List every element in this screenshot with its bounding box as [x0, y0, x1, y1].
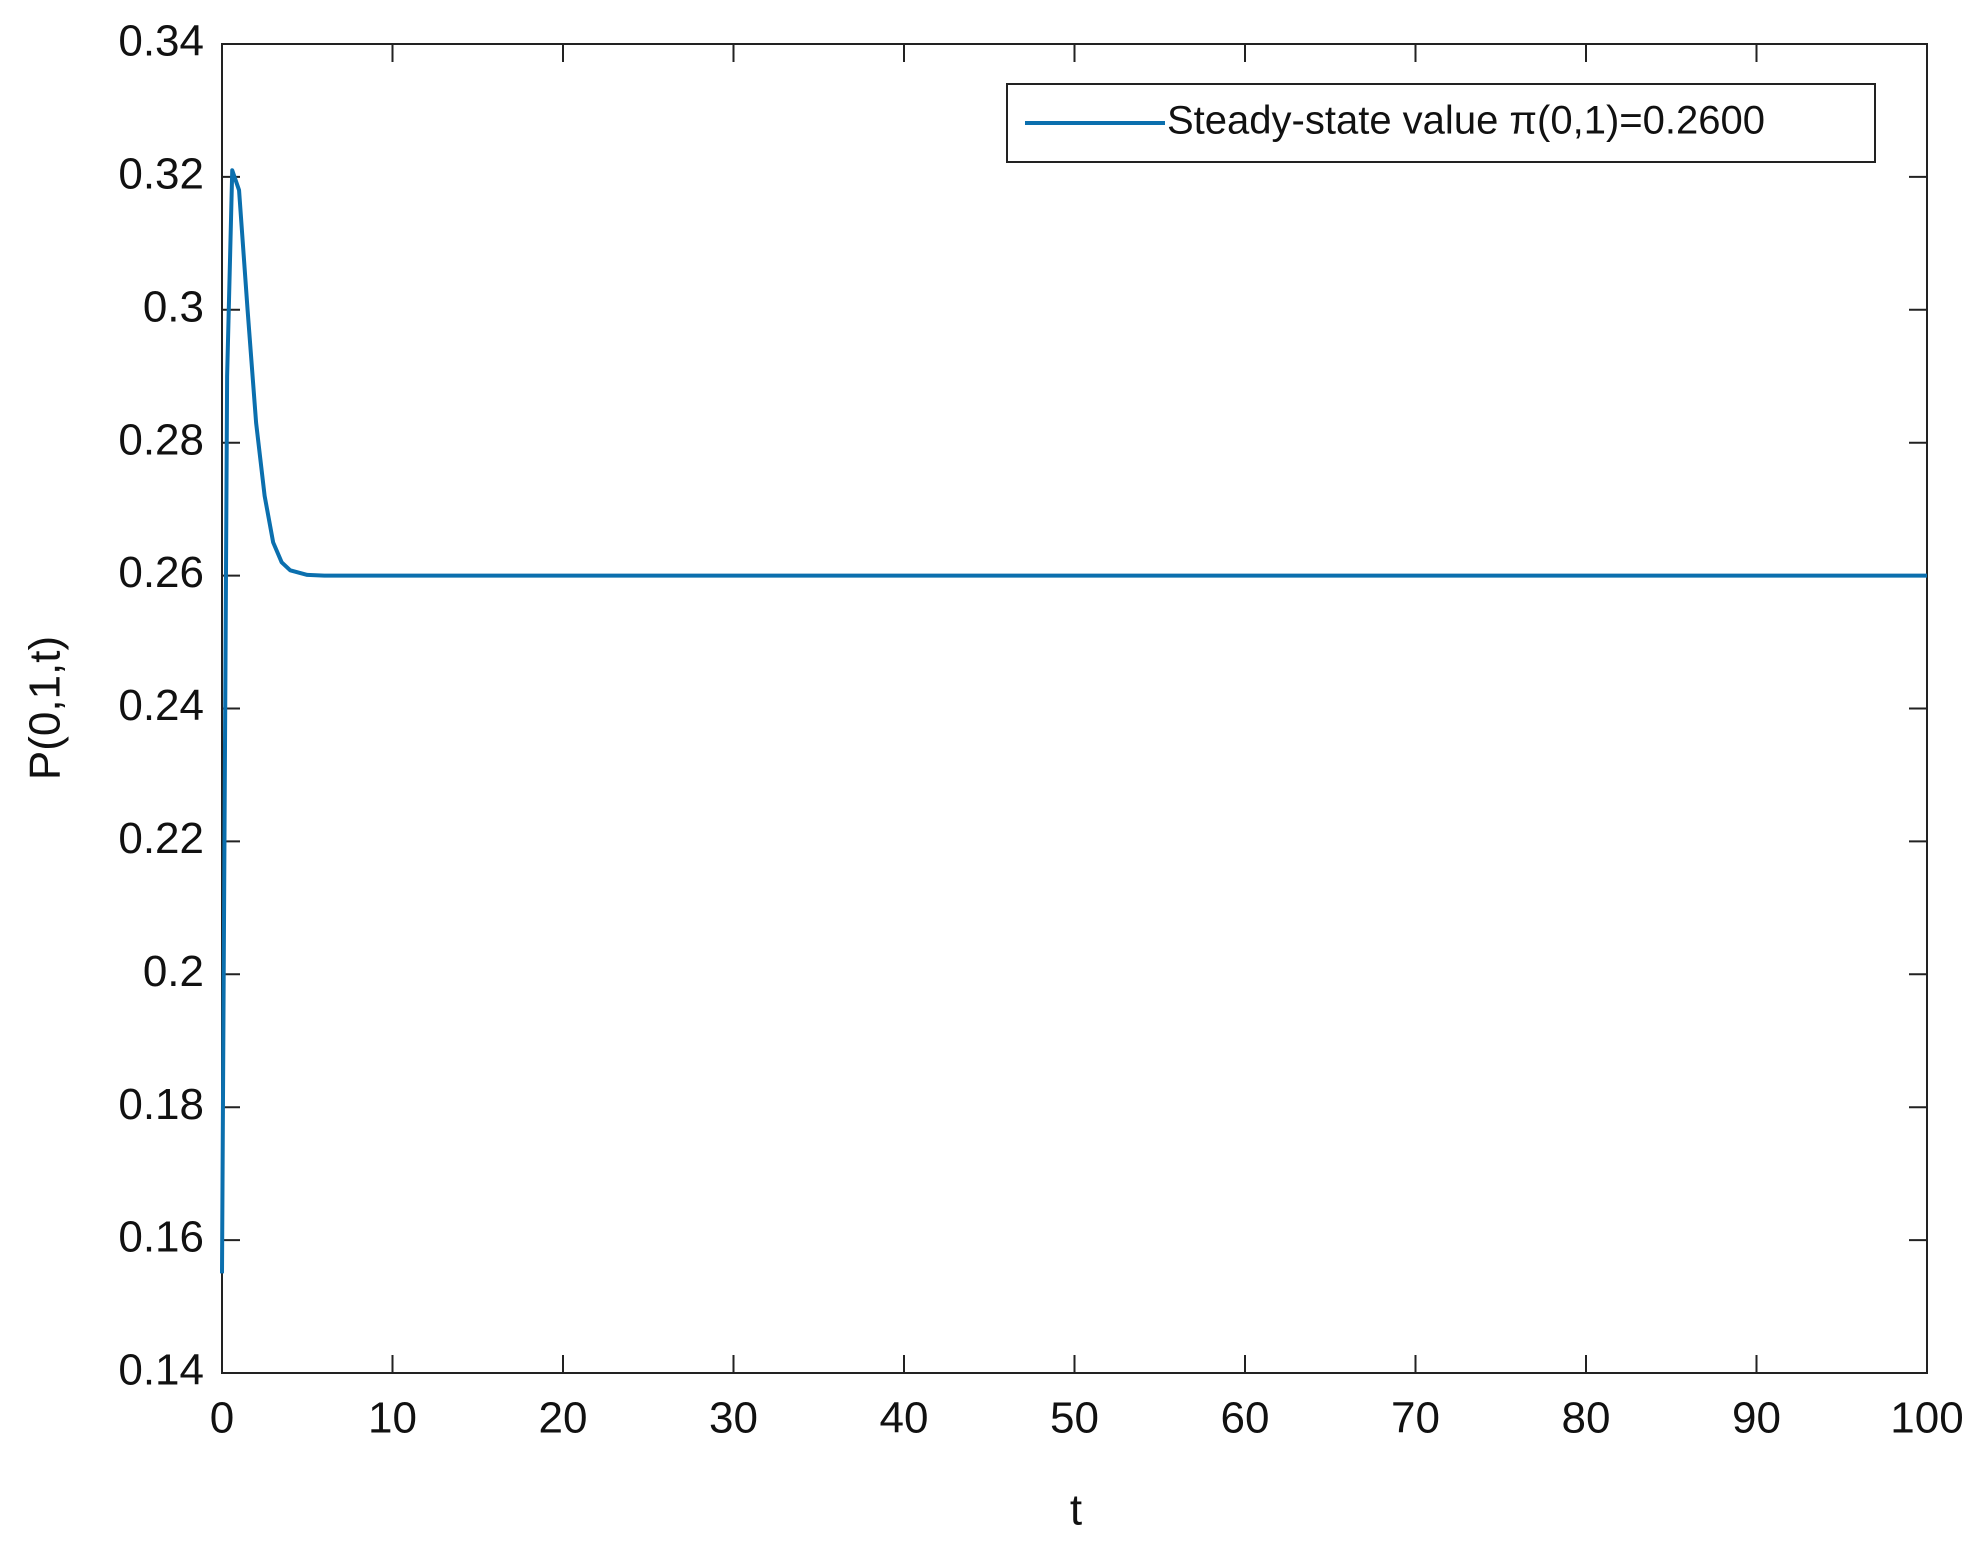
data-line: [220, 168, 1927, 1274]
y-tick-label: 0.34: [118, 17, 204, 66]
y-tick-label: 0.18: [118, 1080, 204, 1129]
y-axis-label: P(0,1,t): [21, 636, 70, 780]
x-tick-label: 10: [368, 1394, 417, 1443]
x-tick-label: 30: [709, 1394, 758, 1443]
y-tick-label: 0.14: [118, 1346, 204, 1395]
y-tick-label: 0.32: [118, 150, 204, 199]
y-tick-label: 0.22: [118, 814, 204, 863]
x-axis-label: t: [1070, 1486, 1082, 1535]
x-tick-label: 60: [1221, 1394, 1270, 1443]
x-tick-label: 0: [210, 1394, 234, 1443]
y-tick-label: 0.16: [118, 1213, 204, 1262]
x-tick-label: 90: [1732, 1394, 1781, 1443]
y-tick-label: 0.2: [143, 947, 204, 996]
legend-label: Steady-state value π(0,1)=0.2600: [1167, 99, 1765, 143]
x-tick-label: 70: [1391, 1394, 1440, 1443]
y-tick-label: 0.3: [143, 282, 204, 331]
x-tick-label: 50: [1050, 1394, 1099, 1443]
x-tick-label: 80: [1562, 1394, 1611, 1443]
plot-area: [221, 43, 1928, 1374]
y-tick-label: 0.28: [118, 415, 204, 464]
y-tick-label: 0.26: [118, 548, 204, 597]
x-tick-label: 40: [880, 1394, 929, 1443]
x-tick-label: 20: [539, 1394, 588, 1443]
x-tick-label: 100: [1890, 1394, 1963, 1443]
y-tick-label: 0.24: [118, 681, 204, 730]
